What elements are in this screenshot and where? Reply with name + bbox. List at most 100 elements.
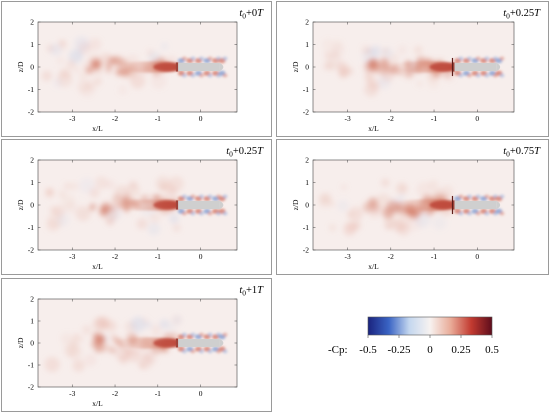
body-base <box>452 200 455 210</box>
x-tick-label: -2 <box>112 114 118 123</box>
colorbar-tick-label: -0.25 <box>388 344 411 356</box>
panel-title: t0+0.25T <box>226 146 264 159</box>
colorbar: -Cp: -0.5 -0.25 0 0.25 0.5 <box>328 316 499 356</box>
x-axis-label: x/L <box>368 262 379 271</box>
body <box>453 200 497 210</box>
y-tick-label: 2 <box>305 156 309 165</box>
x-tick-label: -1 <box>155 114 161 123</box>
y-tick-label: -1 <box>303 223 309 232</box>
y-tick-label: 0 <box>30 63 34 72</box>
contour-chart: -3 -2 -1 0 -2 -1 0 1 2 x/L z/D t0+0.25T <box>291 8 541 133</box>
body-base <box>175 62 179 72</box>
x-tick-label: -3 <box>344 114 350 123</box>
x-tick-label: -1 <box>431 114 437 123</box>
colorbar-ticks: -0.5 -0.25 0 0.25 0.5 <box>359 335 499 356</box>
y-tick-label: -1 <box>303 85 309 94</box>
body-nose <box>496 62 501 72</box>
y-tick-label: 0 <box>305 201 309 210</box>
x-tick-label: -3 <box>69 114 75 123</box>
panel-title: t0+0.25T <box>503 8 541 21</box>
y-axis-label: z/D <box>16 61 25 72</box>
body-base <box>452 62 455 72</box>
x-tick-label: -2 <box>112 252 118 261</box>
body-nose <box>219 62 224 72</box>
x-tick-label: -2 <box>112 389 118 398</box>
y-tick-label: -2 <box>28 383 34 392</box>
x-tick-label: -2 <box>388 114 394 123</box>
body-base <box>175 200 179 210</box>
y-tick-label: 0 <box>30 201 34 210</box>
contour-chart: -3 -2 -1 0 -2 -1 0 1 2 x/L z/D t0+0.75T <box>291 146 541 271</box>
y-axis-label: z/D <box>16 199 25 210</box>
colorbar-tick-label: 0.25 <box>451 344 471 356</box>
panel-title: t0+1T <box>239 285 264 298</box>
pressure-field <box>45 175 228 236</box>
x-tick-label: -3 <box>69 389 75 398</box>
y-tick-label: 1 <box>30 40 34 49</box>
panel-5: -3 -2 -1 0 -2 -1 0 1 2 x/L z/D t0+1T <box>1 278 272 412</box>
y-tick-label: -1 <box>28 85 34 94</box>
contour-chart: -3 -2 -1 0 -2 -1 0 1 2 x/L z/D t0+0.25T <box>16 146 264 271</box>
x-axis-label: x/L <box>92 399 103 408</box>
x-tick-label: -2 <box>388 252 394 261</box>
x-axis-label: x/L <box>368 124 379 133</box>
body <box>177 339 220 347</box>
x-tick-label: -1 <box>431 252 437 261</box>
y-tick-label: -1 <box>28 223 34 232</box>
y-tick-label: 2 <box>30 295 34 304</box>
colorbar-label: -Cp: <box>328 344 348 356</box>
y-tick-label: -2 <box>303 246 309 255</box>
y-tick-label: -2 <box>28 246 34 255</box>
y-tick-label: 2 <box>30 156 34 165</box>
y-tick-label: 1 <box>305 40 309 49</box>
y-axis-label: z/D <box>291 61 300 72</box>
panel-2: -3 -2 -1 0 -2 -1 0 1 2 x/L z/D t0+0.25T <box>276 1 549 137</box>
x-axis-label: x/L <box>92 262 103 271</box>
panel-title: t0+0.75T <box>503 146 541 159</box>
x-tick-label: -1 <box>155 252 161 261</box>
panel-1: -3 -2 -1 0 -2 -1 0 1 2 x/L z/D t0+0T <box>1 1 272 137</box>
y-tick-label: 0 <box>305 63 309 72</box>
y-tick-label: -1 <box>28 361 34 370</box>
panel-title: t0+0T <box>239 8 264 21</box>
pressure-field <box>41 36 228 98</box>
body <box>177 200 220 210</box>
x-tick-label: 0 <box>475 252 479 261</box>
x-tick-label: 0 <box>475 114 479 123</box>
body-nose <box>219 339 224 347</box>
colorbar-bar <box>367 316 493 336</box>
x-axis-label: x/L <box>92 124 103 133</box>
body-base <box>175 338 179 348</box>
y-tick-label: -2 <box>303 108 309 117</box>
contour-chart: -3 -2 -1 0 -2 -1 0 1 2 x/L z/D t0+1T <box>16 285 264 408</box>
pressure-field <box>318 178 505 237</box>
y-tick-label: 0 <box>30 339 34 348</box>
y-tick-label: 1 <box>305 178 309 187</box>
pressure-field <box>44 314 228 373</box>
y-tick-label: 2 <box>305 18 309 27</box>
pressure-field <box>321 38 505 97</box>
y-tick-label: 1 <box>30 178 34 187</box>
colorbar-tick-label: 0.5 <box>485 344 499 356</box>
x-tick-label: 0 <box>199 114 203 123</box>
colorbar-tick-label: 0 <box>427 344 433 356</box>
y-tick-label: 1 <box>30 317 34 326</box>
body-nose <box>219 200 224 210</box>
contour-chart: -3 -2 -1 0 -2 -1 0 1 2 x/L z/D t0+0T <box>16 8 264 133</box>
y-tick-label: 2 <box>30 18 34 27</box>
y-axis-label: z/D <box>16 337 25 348</box>
x-tick-label: -3 <box>344 252 350 261</box>
colorbar-panel: -Cp: -0.5 -0.25 0 0.25 0.5 <box>276 278 549 412</box>
x-tick-label: -1 <box>155 389 161 398</box>
x-tick-label: 0 <box>199 252 203 261</box>
y-tick-label: -2 <box>28 108 34 117</box>
x-tick-label: 0 <box>199 389 203 398</box>
x-tick-label: -3 <box>69 252 75 261</box>
colorbar-tick-label: -0.5 <box>359 344 377 356</box>
body-nose <box>496 200 501 210</box>
panel-4: -3 -2 -1 0 -2 -1 0 1 2 x/L z/D t0+0.75T <box>276 139 549 275</box>
body <box>453 62 497 72</box>
y-axis-label: z/D <box>291 199 300 210</box>
body <box>177 62 220 72</box>
panel-3: -3 -2 -1 0 -2 -1 0 1 2 x/L z/D t0+0.25T <box>1 139 272 275</box>
